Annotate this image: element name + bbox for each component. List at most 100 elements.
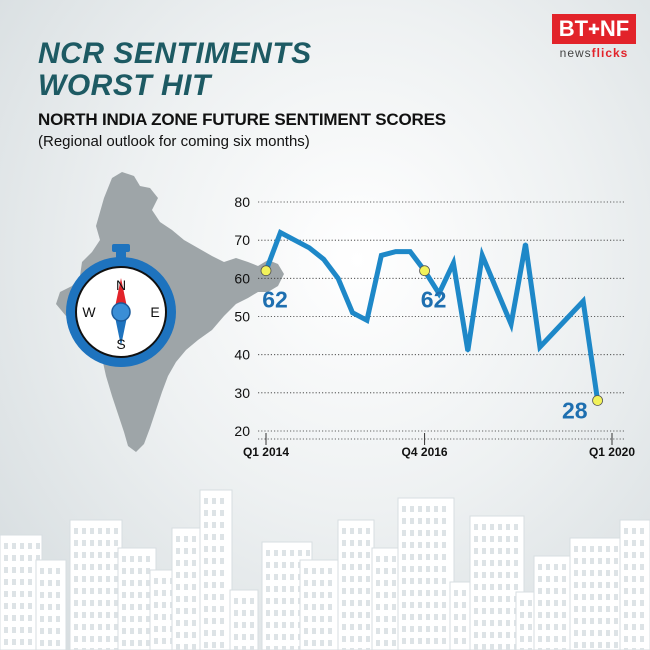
skyline-window <box>506 536 510 542</box>
skyline-window <box>528 648 532 650</box>
skyline-window <box>48 580 52 586</box>
skyline-window <box>114 528 118 534</box>
skyline-window <box>74 648 78 650</box>
skyline-window <box>304 616 308 622</box>
data-point <box>495 288 499 292</box>
skyline-window <box>402 506 406 512</box>
skyline-window <box>242 646 246 650</box>
skyline-window <box>20 543 24 549</box>
skyline-window <box>266 610 270 616</box>
skyline-window <box>392 580 396 586</box>
skyline-window <box>40 592 44 598</box>
skyline-window <box>220 570 224 576</box>
skyline-window <box>192 596 196 602</box>
skyline-window <box>74 588 78 594</box>
skyline-window <box>130 580 134 586</box>
skyline-window <box>204 618 208 624</box>
skyline-window <box>434 530 438 536</box>
skyline-window <box>392 640 396 646</box>
compass-label-s: S <box>116 336 125 352</box>
skyline-window <box>462 614 466 620</box>
skyline-window <box>410 638 414 644</box>
skyline-window <box>434 566 438 572</box>
skyline-window <box>242 598 246 604</box>
skyline-window <box>434 542 438 548</box>
skyline-window <box>366 540 370 546</box>
skyline-window <box>56 568 60 574</box>
skyline-window <box>20 579 24 585</box>
skyline-window <box>234 646 238 650</box>
skyline-window <box>304 568 308 574</box>
x-tick-label: Q1 2020 <box>589 445 635 459</box>
skyline-window <box>520 612 524 618</box>
skyline-window <box>624 540 628 546</box>
skyline-window <box>122 628 126 634</box>
skyline-window <box>328 640 332 646</box>
skyline-window <box>574 642 578 648</box>
skyline-window <box>106 612 110 618</box>
skyline-window <box>266 622 270 628</box>
skyline-window <box>366 552 370 558</box>
skyline-window <box>290 622 294 628</box>
skyline-window <box>176 584 180 590</box>
skyline-window <box>320 616 324 622</box>
skyline-window <box>442 638 446 644</box>
skyline-window <box>98 612 102 618</box>
skyline-window <box>606 630 610 636</box>
skyline-window <box>590 546 594 552</box>
skyline-window <box>204 630 208 636</box>
skyline-window <box>90 624 94 630</box>
skyline-window <box>320 604 324 610</box>
skyline-window <box>640 528 644 534</box>
skyline-window <box>598 642 602 648</box>
skyline-window <box>462 638 466 644</box>
skyline-window <box>184 608 188 614</box>
skyline-window <box>574 630 578 636</box>
skyline-window <box>384 640 388 646</box>
skyline-window <box>474 536 478 542</box>
skyline-window <box>410 566 414 572</box>
skyline-window <box>538 600 542 606</box>
skyline-window <box>28 567 32 573</box>
skyline-window <box>204 582 208 588</box>
skyline-window <box>90 636 94 642</box>
headline: NCR SENTIMENTS WORST HIT <box>38 38 312 102</box>
skyline-window <box>598 594 602 600</box>
skyline-window <box>40 604 44 610</box>
skyline-window <box>482 620 486 626</box>
skyline-window <box>358 612 362 618</box>
skyline-window <box>98 600 102 606</box>
skyline-window <box>98 564 102 570</box>
skyline-window <box>212 510 216 516</box>
skyline-window <box>490 560 494 566</box>
skyline-window <box>12 579 16 585</box>
data-point <box>278 231 282 235</box>
skyline-window <box>282 622 286 628</box>
skyline-window <box>506 620 510 626</box>
skyline-window <box>384 568 388 574</box>
skyline-building <box>69 519 123 650</box>
skyline-window <box>498 560 502 566</box>
skyline-window <box>614 558 618 564</box>
skyline-window <box>520 600 524 606</box>
skyline-window <box>98 540 102 546</box>
skyline-window <box>474 584 478 590</box>
skyline-window <box>130 640 134 646</box>
skyline-window <box>138 616 142 622</box>
skyline-window <box>490 644 494 650</box>
skyline-window <box>358 540 362 546</box>
skyline-window <box>220 582 224 588</box>
data-point <box>293 238 297 242</box>
skyline-window <box>204 546 208 552</box>
skyline-window <box>606 570 610 576</box>
skyline-window <box>632 528 636 534</box>
skyline-window <box>20 555 24 561</box>
skyline-window <box>358 636 362 642</box>
skyline-window <box>328 568 332 574</box>
skyline-window <box>582 618 586 624</box>
skyline-window <box>176 536 180 542</box>
skyline-window <box>376 568 380 574</box>
skyline-window <box>606 642 610 648</box>
skyline-window <box>442 506 446 512</box>
